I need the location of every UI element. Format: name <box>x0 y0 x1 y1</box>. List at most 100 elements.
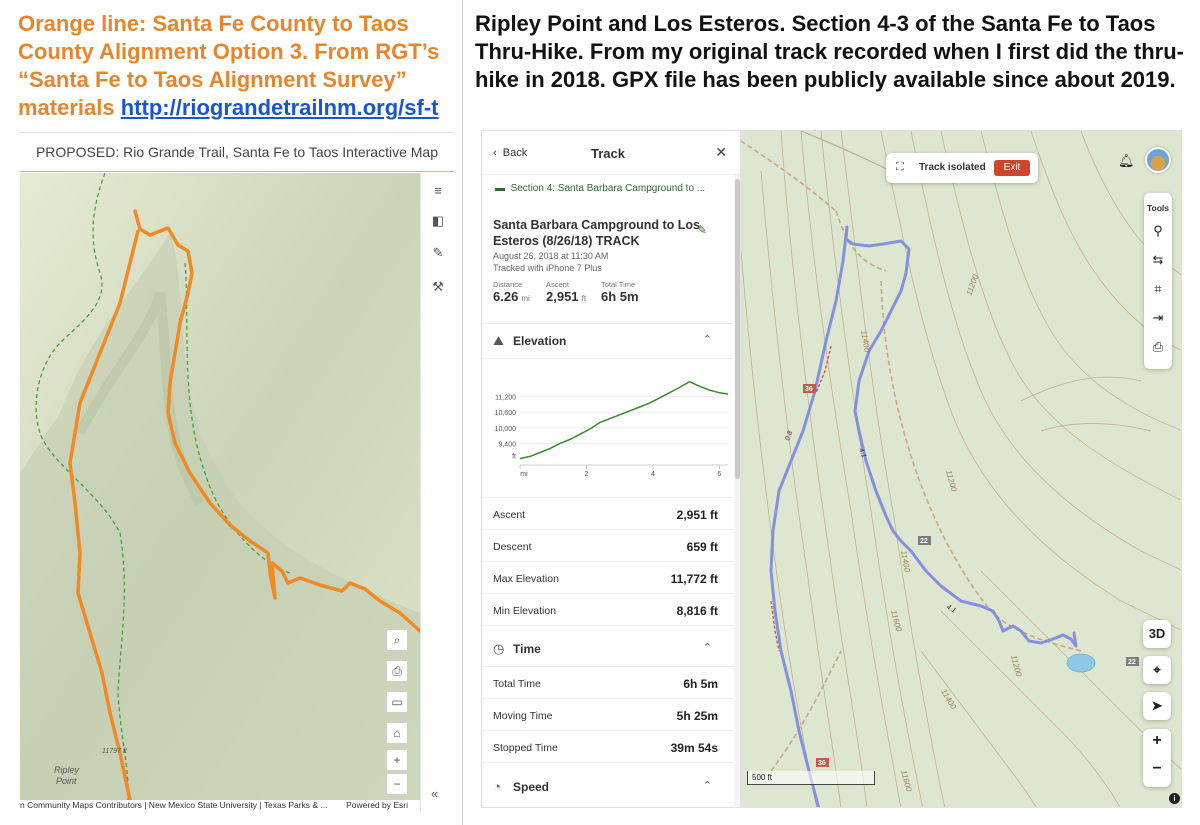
elevation-section-header[interactable]: ⛰ Elevation ⌃ <box>482 325 734 357</box>
stat-label: Ascent <box>546 280 569 289</box>
elevation-chart: 11,200 10,600 10,000 9,400 ft mi 2 4 6 <box>495 380 729 478</box>
trail-number: 22 <box>920 538 928 545</box>
zoom-control: + − <box>1143 729 1171 787</box>
elevation-heading: Elevation <box>513 334 567 348</box>
row-max-elevation: Max Elevation 11,772 ft <box>482 562 734 594</box>
exit-button[interactable]: Exit <box>994 160 1030 176</box>
zoom-in-button[interactable]: + <box>386 749 408 771</box>
esri-toolbar: ≡ ◧ ✎ ⚒ <box>420 173 454 813</box>
trail-number: 36 <box>818 760 826 767</box>
close-icon[interactable]: ✕ <box>715 144 727 160</box>
chevron-up-icon[interactable]: ⌃ <box>702 642 712 654</box>
panel-title: Track <box>591 146 625 161</box>
row-value: 39m 54s <box>670 741 718 755</box>
route-icon[interactable]: ⇆ <box>1152 252 1164 267</box>
x-tick-label: 2 <box>585 471 589 478</box>
zoom-out-button[interactable]: − <box>1152 760 1162 777</box>
row-key: Moving Time <box>493 710 553 722</box>
print-icon[interactable]: ⎙ <box>1152 339 1164 354</box>
search-icon[interactable]: ⌕ <box>386 629 408 651</box>
row-ascent: Ascent 2,951 ft <box>482 498 734 530</box>
navigate-icon[interactable]: ➤ <box>1143 692 1171 720</box>
purple-track <box>769 225 1078 807</box>
y-tick-label: 11,200 <box>495 395 516 402</box>
row-key: Max Elevation <box>493 573 559 585</box>
dashed-trail-2 <box>184 262 291 574</box>
3d-button[interactable]: 3D <box>1143 620 1171 648</box>
locate-icon[interactable]: ⌖ <box>1143 656 1171 684</box>
section-link[interactable]: ▬ Section 4: Santa Barbara Campground to… <box>495 183 705 194</box>
measure-icon[interactable]: ✎ <box>432 245 444 260</box>
stat-total-time: Total Time 6h 5m <box>601 280 639 304</box>
mile-marker: 4.1 <box>945 604 957 615</box>
mile-marker: 0.8 <box>784 430 794 442</box>
row-key: Descent <box>493 541 532 553</box>
crop-icon[interactable]: ⌗ <box>1154 281 1162 296</box>
stat-value: 6.26 <box>493 289 519 304</box>
attribution-text: n Community Maps Contributors | New Mexi… <box>20 800 328 810</box>
x-tick-label: mi <box>520 471 528 478</box>
side-panel-header: ‹ Back Track ✕ <box>482 131 740 175</box>
track-date: August 26, 2018 at 11:30 AM <box>493 251 609 261</box>
sliders-icon[interactable]: ≡ <box>434 183 442 198</box>
row-moving-time: Moving Time 5h 25m <box>482 699 734 731</box>
row-key: Total Time <box>493 678 541 690</box>
print-icon[interactable]: ⎙ <box>386 660 408 682</box>
row-value: 2,951 ft <box>676 508 718 522</box>
divider <box>482 323 734 324</box>
left-panel: Orange line: Santa Fe County to Taos Cou… <box>0 0 463 825</box>
gaia-app: ‹ Back Track ✕ ▬ Section 4: Santa Barbar… <box>481 130 1182 808</box>
zoom-in-button[interactable]: + <box>1152 732 1162 749</box>
stat-ascent: Ascent 2,951 ft <box>546 280 586 304</box>
row-key: Min Elevation <box>493 605 557 617</box>
time-section-header[interactable]: ◷ Time ⌃ <box>482 633 734 665</box>
back-button[interactable]: ‹ Back <box>493 147 528 159</box>
scrollbar-thumb[interactable] <box>735 179 740 479</box>
y-unit-label: ft <box>512 453 516 460</box>
elev-label: 11797 ft <box>102 748 128 755</box>
topo-map-graphics: 11200 11400 11400 11200 11600 11600 1140… <box>741 131 1181 807</box>
focus-icon: ⛶ <box>896 161 904 173</box>
layers-icon[interactable]: ◧ <box>431 213 445 228</box>
left-caption: Orange line: Santa Fe County to Taos Cou… <box>18 10 448 122</box>
tools-panel: Tools ⚲ ⇆ ⌗ ⇥ ⎙ <box>1144 193 1172 369</box>
y-tick-label: 10,600 <box>495 410 517 417</box>
folder-icon: ▬ <box>495 183 505 194</box>
esri-map[interactable]: Ripley Point 11797 ft ⌕ ⎙ ▭ ⌂ + − <box>20 173 420 800</box>
track-side-panel: ‹ Back Track ✕ ▬ Section 4: Santa Barbar… <box>482 131 741 807</box>
chevron-up-icon[interactable]: ⌃ <box>702 780 712 792</box>
wrench-icon[interactable]: ⚒ <box>432 279 444 294</box>
topo-map[interactable]: 11200 11400 11400 11200 11600 11600 1140… <box>741 131 1181 807</box>
bell-icon[interactable]: 🔔︎ <box>1118 153 1135 168</box>
trail-number: 22 <box>1128 659 1136 666</box>
row-value: 5h 25m <box>676 709 718 723</box>
powered-by[interactable]: Powered by Esri <box>346 800 408 810</box>
import-icon[interactable]: ⇥ <box>1152 310 1164 325</box>
mountain-icon: ⛰ <box>493 333 504 348</box>
track-device: Tracked with iPhone 7 Plus <box>493 263 602 273</box>
zoom-out-button[interactable]: − <box>386 773 408 795</box>
collapse-button[interactable]: « <box>431 786 439 801</box>
x-tick-label: 6 <box>717 471 721 478</box>
survey-link[interactable]: http://riograndetrailnm.org/sf-t <box>120 95 439 120</box>
speed-section-header[interactable]: ◔ Speed ⌃ <box>482 771 734 803</box>
scrollbar-track[interactable] <box>734 175 740 807</box>
home-icon[interactable]: ⌂ <box>386 722 408 744</box>
row-value: 11,772 ft <box>670 572 718 586</box>
gauge-icon: ◔ <box>493 779 501 794</box>
chevron-up-icon[interactable]: ⌃ <box>702 334 712 346</box>
point-label: Point <box>56 776 77 786</box>
row-min-elevation: Min Elevation 8,816 ft <box>482 594 734 626</box>
ripley-label: Ripley <box>54 765 80 775</box>
stat-distance: Distance 6.26 mi <box>493 280 530 304</box>
row-total-time: Total Time 6h 5m <box>482 667 734 699</box>
info-icon[interactable]: i <box>1169 793 1180 804</box>
pin-icon[interactable]: ⚲ <box>1153 223 1163 238</box>
avatar[interactable] <box>1145 147 1171 173</box>
edit-icon[interactable]: ✎ <box>697 223 708 237</box>
track-name: Santa Barbara Campground to Los Esteros … <box>493 218 700 248</box>
contour-label: 11400 <box>899 550 912 573</box>
row-descent: Descent 659 ft <box>482 530 734 562</box>
monitor-icon[interactable]: ▭ <box>386 691 408 713</box>
stat-value: 6h 5m <box>601 289 639 304</box>
